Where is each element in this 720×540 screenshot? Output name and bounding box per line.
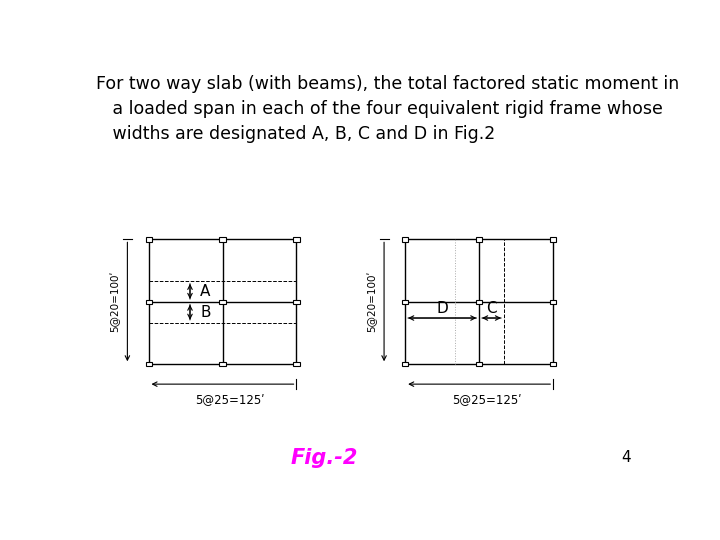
Bar	[550, 237, 557, 242]
Text: 5@20=100ʹ: 5@20=100ʹ	[110, 271, 121, 333]
Bar	[476, 362, 482, 367]
Bar	[293, 300, 300, 304]
Text: D: D	[436, 301, 448, 316]
Bar	[402, 237, 408, 242]
Text: 5@25=125ʹ: 5@25=125ʹ	[195, 393, 265, 406]
Text: Fig.-2: Fig.-2	[291, 448, 358, 468]
Bar	[220, 362, 225, 367]
Text: For two way slab (with beams), the total factored static moment in: For two way slab (with beams), the total…	[96, 75, 679, 93]
Bar	[476, 300, 482, 304]
Bar	[402, 362, 408, 367]
Bar	[293, 237, 300, 242]
Text: A: A	[200, 284, 210, 299]
Text: a loaded span in each of the four equivalent rigid frame whose: a loaded span in each of the four equiva…	[96, 100, 662, 118]
Bar	[220, 300, 225, 304]
Bar	[476, 237, 482, 242]
Text: C: C	[486, 301, 497, 316]
Bar	[145, 362, 152, 367]
Bar	[402, 300, 408, 304]
Text: 5@20=100ʹ: 5@20=100ʹ	[366, 271, 377, 333]
Bar	[220, 237, 225, 242]
Bar	[145, 237, 152, 242]
Text: widths are designated A, B, C and D in Fig.2: widths are designated A, B, C and D in F…	[96, 125, 495, 143]
Text: 4: 4	[621, 450, 631, 465]
Text: B: B	[200, 305, 210, 320]
Bar	[550, 300, 557, 304]
Bar	[550, 362, 557, 367]
Bar	[145, 300, 152, 304]
Text: 5@25=125ʹ: 5@25=125ʹ	[452, 393, 521, 406]
Bar	[293, 362, 300, 367]
